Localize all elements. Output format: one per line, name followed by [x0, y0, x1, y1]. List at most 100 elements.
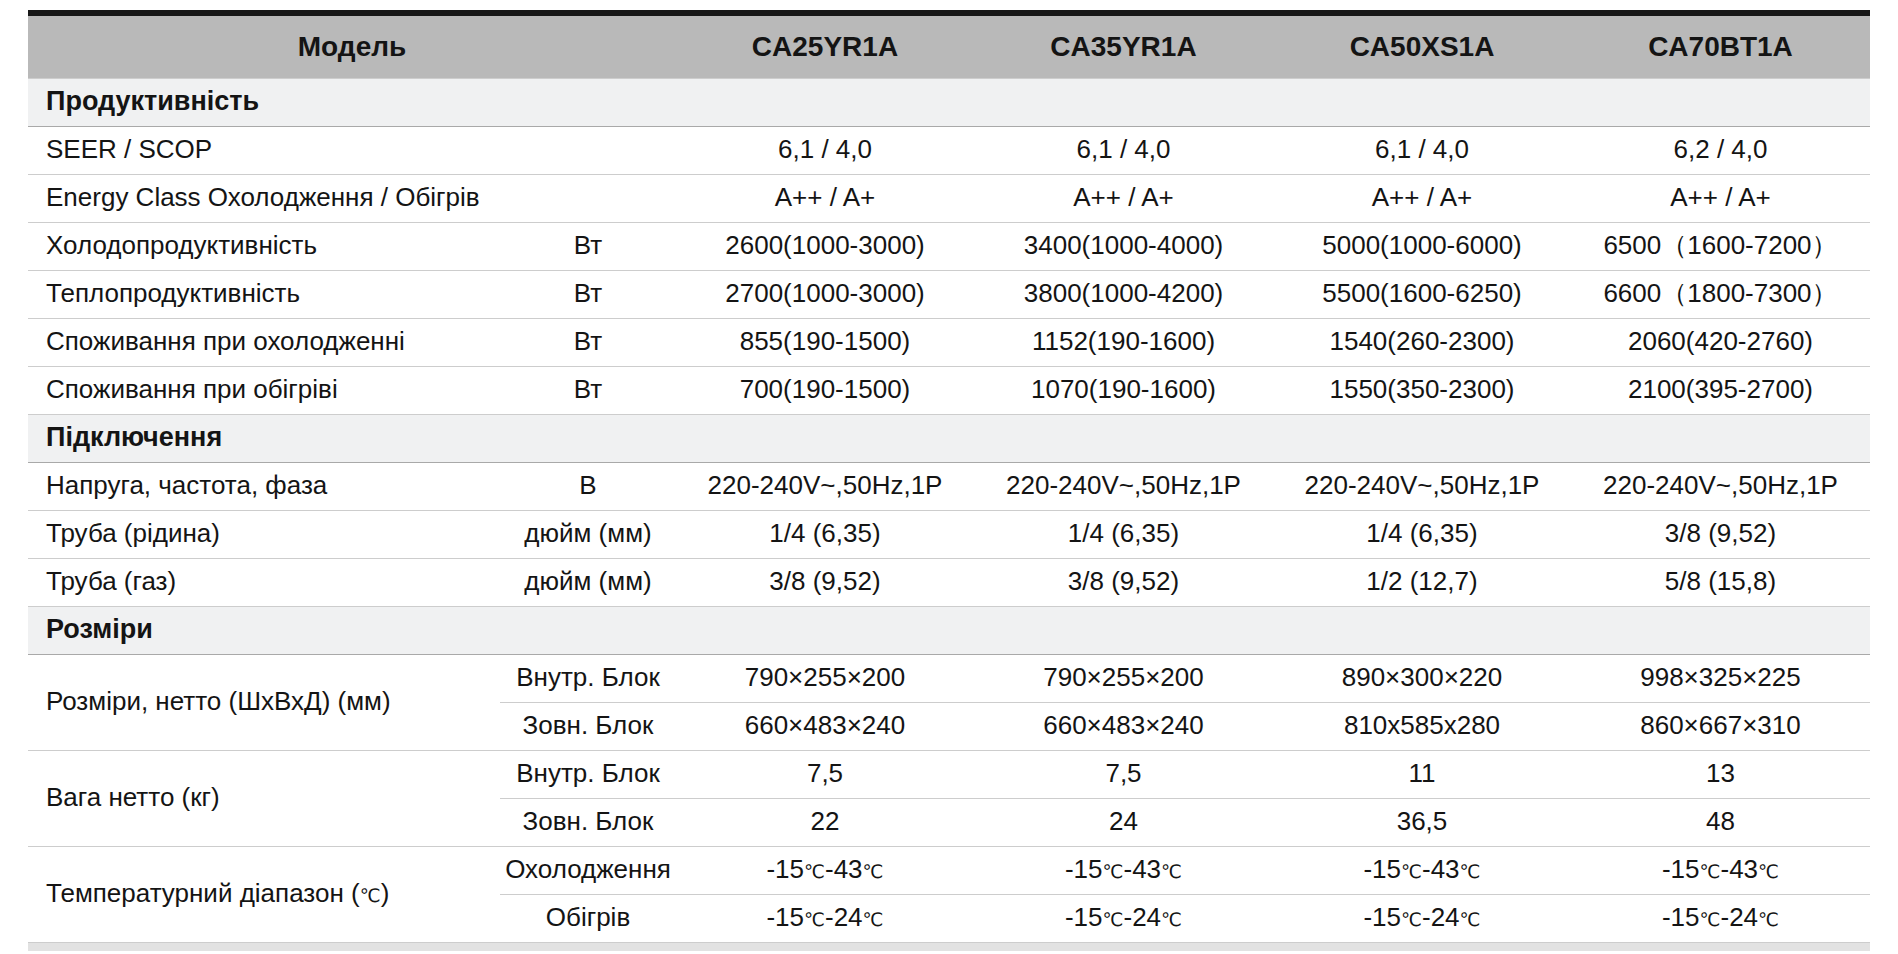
- value-cell: 7,5: [676, 750, 974, 798]
- group-label: Температурний діапазон (℃): [28, 846, 500, 942]
- value-cell: 1070(190-1600): [974, 366, 1273, 414]
- spec-row: Споживання при охолодженніВт855(190-1500…: [28, 318, 1870, 366]
- subrow-label: Зовн. Блок: [500, 798, 676, 846]
- section-row-3: Розміри: [28, 606, 1870, 654]
- value-cell: 2600(1000-3000): [676, 222, 974, 270]
- value-cell: 1/4 (6,35): [1273, 510, 1571, 558]
- value-cell: -15℃-43℃: [974, 846, 1273, 894]
- value-cell: 3800(1000-4200): [974, 270, 1273, 318]
- group-label: Розміри, нетто (ШхВхД) (мм): [28, 654, 500, 750]
- spec-subrow: Температурний діапазон (℃)Охолодження-15…: [28, 846, 1870, 894]
- row-unit: Вт: [500, 318, 676, 366]
- subrow-label: Зовн. Блок: [500, 702, 676, 750]
- subrow-label: Внутр. Блок: [500, 654, 676, 702]
- spec-subrow: Вага нетто (кг)Внутр. Блок7,57,51113: [28, 750, 1870, 798]
- celsius-symbol: ℃: [1460, 861, 1481, 882]
- row-label: Труба (рідина): [28, 510, 500, 558]
- value-cell: 1/4 (6,35): [974, 510, 1273, 558]
- value-cell: 2100(395-2700): [1571, 366, 1870, 414]
- row-unit: Вт: [500, 270, 676, 318]
- value-cell: 7,5: [974, 750, 1273, 798]
- celsius-symbol: ℃: [1102, 909, 1123, 930]
- celsius-symbol: ℃: [863, 861, 884, 882]
- group-label: Вага нетто (кг): [28, 750, 500, 846]
- value-cell: A++ / A+: [676, 174, 974, 222]
- value-cell: -15℃-24℃: [974, 894, 1273, 942]
- row-unit: Вт: [500, 222, 676, 270]
- section-row-2: Підключення: [28, 414, 1870, 462]
- row-label: Споживання при обігріві: [28, 366, 500, 414]
- model-name-ca25yr1a: CA25YR1A: [676, 16, 974, 78]
- value-cell: -15℃-43℃: [1273, 846, 1571, 894]
- section-row-1: Продуктивність: [28, 78, 1870, 126]
- model-column-header: Модель: [28, 16, 676, 78]
- celsius-symbol: ℃: [360, 885, 381, 906]
- row-label: Труба (газ): [28, 558, 500, 606]
- row-label: Теплопродуктивність: [28, 270, 500, 318]
- celsius-symbol: ℃: [1102, 861, 1123, 882]
- value-cell: 1/4 (6,35): [676, 510, 974, 558]
- celsius-symbol: ℃: [1460, 909, 1481, 930]
- value-cell: 220-240V~,50Hz,1P: [974, 462, 1273, 510]
- table-header-row: Модель CA25YR1A CA35YR1A CA50XS1A CA70BT…: [28, 16, 1870, 78]
- row-label: SEER / SCOP: [28, 126, 500, 174]
- section-title: Розміри: [28, 606, 1870, 654]
- celsius-symbol: ℃: [863, 909, 884, 930]
- spec-row: Energy Class Охолодження / Обігрів A++ / …: [28, 174, 1870, 222]
- celsius-symbol: ℃: [804, 909, 825, 930]
- row-unit: В: [500, 462, 676, 510]
- value-cell: 6,1 / 4,0: [676, 126, 974, 174]
- celsius-symbol: ℃: [1699, 861, 1720, 882]
- value-cell: 1540(260-2300): [1273, 318, 1571, 366]
- value-cell: 890×300×220: [1273, 654, 1571, 702]
- spec-row: Споживання при обігрівіВт700(190-1500)10…: [28, 366, 1870, 414]
- value-cell: 1550(350-2300): [1273, 366, 1571, 414]
- value-cell: A++ / A+: [1571, 174, 1870, 222]
- value-cell: -15℃-24℃: [676, 894, 974, 942]
- value-cell: -15℃-43℃: [676, 846, 974, 894]
- value-cell: A++ / A+: [1273, 174, 1571, 222]
- value-cell: 2060(420-2760): [1571, 318, 1870, 366]
- value-cell: 11: [1273, 750, 1571, 798]
- value-cell: 220-240V~,50Hz,1P: [1571, 462, 1870, 510]
- spec-subrow: Розміри, нетто (ШхВхД) (мм)Внутр. Блок79…: [28, 654, 1870, 702]
- value-cell: -15℃-43℃: [1571, 846, 1870, 894]
- subrow-label: Охолодження: [500, 846, 676, 894]
- value-cell: 5000(1000-6000): [1273, 222, 1571, 270]
- celsius-symbol: ℃: [1161, 861, 1182, 882]
- row-label: Energy Class Охолодження / Обігрів: [28, 174, 500, 222]
- row-unit: дюйм (мм): [500, 558, 676, 606]
- celsius-symbol: ℃: [804, 861, 825, 882]
- section-title: Продуктивність: [28, 78, 1870, 126]
- value-cell: 2700(1000-3000): [676, 270, 974, 318]
- row-label: Споживання при охолодженні: [28, 318, 500, 366]
- value-cell: 6,2 / 4,0: [1571, 126, 1870, 174]
- spec-row: Напруга, частота, фазаВ 220-240V~,50Hz,1P…: [28, 462, 1870, 510]
- row-label: Напруга, частота, фаза: [28, 462, 500, 510]
- subrow-label: Обігрів: [500, 894, 676, 942]
- celsius-symbol: ℃: [1758, 909, 1779, 930]
- spec-row: Труба (рідина)дюйм (мм)1/4 (6,35)1/4 (6,…: [28, 510, 1870, 558]
- value-cell: 3/8 (9,52): [974, 558, 1273, 606]
- value-cell: 6,1 / 4,0: [974, 126, 1273, 174]
- value-cell: 700(190-1500): [676, 366, 974, 414]
- value-cell: 3/8 (9,52): [676, 558, 974, 606]
- model-name-ca50xs1a: CA50XS1A: [1273, 16, 1571, 78]
- value-cell: 6,1 / 4,0: [1273, 126, 1571, 174]
- celsius-symbol: ℃: [1699, 909, 1720, 930]
- spec-sheet: Модель CA25YR1A CA35YR1A CA50XS1A CA70BT…: [28, 10, 1870, 951]
- celsius-symbol: ℃: [1401, 861, 1422, 882]
- spec-row: ХолодопродуктивністьВт2600(1000-3000)340…: [28, 222, 1870, 270]
- model-name-ca35yr1a: CA35YR1A: [974, 16, 1273, 78]
- value-cell: 36,5: [1273, 798, 1571, 846]
- row-label: Холодопродуктивність: [28, 222, 500, 270]
- value-cell: 5/8 (15,8): [1571, 558, 1870, 606]
- value-cell: 5500(1600-6250): [1273, 270, 1571, 318]
- value-cell: 3/8 (9,52): [1571, 510, 1870, 558]
- spec-row: Труба (газ)дюйм (мм)3/8 (9,52)3/8 (9,52)…: [28, 558, 1870, 606]
- celsius-symbol: ℃: [1161, 909, 1182, 930]
- subrow-label: Внутр. Блок: [500, 750, 676, 798]
- value-cell: 22: [676, 798, 974, 846]
- celsius-symbol: ℃: [1401, 909, 1422, 930]
- value-cell: 6500（1600-7200）: [1571, 222, 1870, 270]
